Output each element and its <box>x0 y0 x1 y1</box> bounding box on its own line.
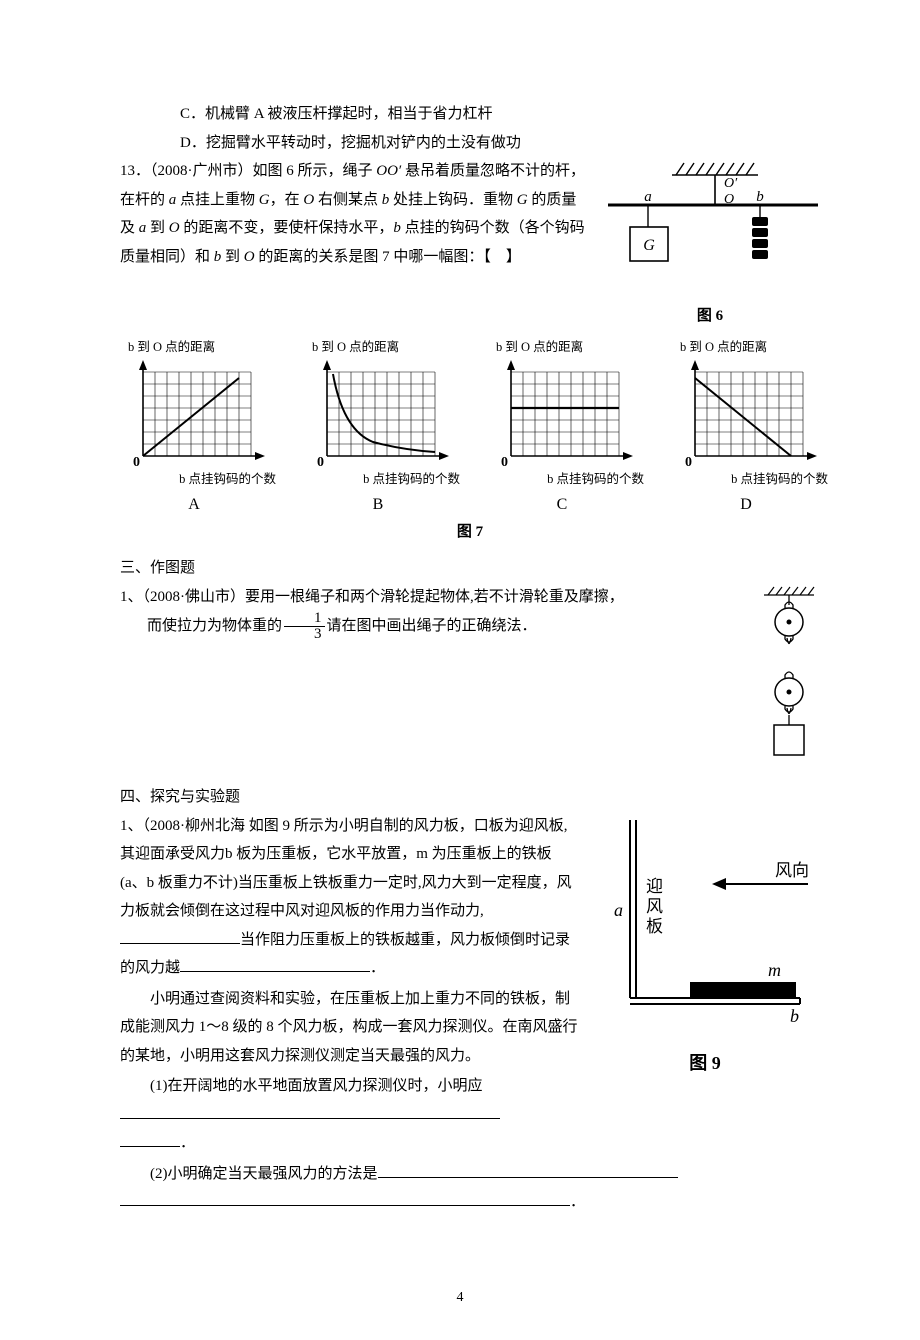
var-b: b <box>393 220 401 236</box>
fig9-m-label: m <box>768 960 781 980</box>
var-G: G <box>259 192 270 208</box>
figure-7-label: 图 7 <box>120 518 820 547</box>
q12-option-d: D．挖掘臂水平转动时，挖掘机对铲内的土没有做功 <box>150 129 820 158</box>
chart-C-ylabel: b 到 O 点的距离 <box>496 336 646 360</box>
sec4-q1-sub2: (2)小明确定当天最强风力的方法是 ． <box>120 1160 820 1217</box>
chart-A-xlabel: b 点挂钩码的个数 <box>110 468 276 492</box>
sec4-q1-para2: 小明通过查阅资料和实验，在压重板上加上重力不同的铁板，制成能测风力 1～8 级的… <box>120 985 578 1071</box>
fig6-O-label: O <box>724 192 734 207</box>
blank-3[interactable] <box>120 1118 500 1119</box>
t: 的距离不变，要使杆保持水平， <box>180 220 394 236</box>
sec3-q1c: 请在图中画出绳子的正确绕法． <box>327 618 537 634</box>
q13-src: （2008·广州市）如图 6 所示，绳子 <box>150 163 376 179</box>
chart-C: b 到 O 点的距离 0 b 点挂钩码的个数 C <box>478 336 646 520</box>
chart-C-xlabel: b 点挂钩码的个数 <box>478 468 644 492</box>
t: 点挂上重物 <box>176 192 259 208</box>
var-G: G <box>517 192 528 208</box>
chart-B-ylabel: b 到 O 点的距离 <box>312 336 462 360</box>
option-D-label: D <box>662 490 830 520</box>
q13-charts-row: b 到 O 点的距离 0 b 点挂钩码的个数 A b 到 O 点的距离 <box>110 336 830 520</box>
chart-D-xlabel: b 点挂钩码的个数 <box>662 468 828 492</box>
sec4-q1-text1: 1、（2008·柳州北海 如图 9 所示为小明自制的风力板，口板为迎风板,其迎面… <box>120 818 572 920</box>
sec3-q1b: 而使拉力为物体重的 <box>147 618 282 634</box>
sec3-q1-line1: 1、（2008·佛山市）要用一根绳子和两个滑轮提起物体,若不计滑轮重及摩擦， <box>120 583 746 612</box>
q13-num: 13． <box>120 163 150 179</box>
svg-text:0: 0 <box>501 455 508 470</box>
fig6-b-label: b <box>756 189 764 205</box>
sec4-sub1-text: (1)在开阔地的水平地面放置风力探测仪时，小明应 <box>150 1078 483 1094</box>
t: 到 <box>221 249 244 265</box>
sec3-q1-line2: 而使拉力为物体重的13请在图中画出绳子的正确绕法． <box>120 611 746 642</box>
figure-9-svg: a b m 迎 风 板 风向 <box>590 812 820 1032</box>
option-B-label: B <box>294 490 462 520</box>
chart-B: b 到 O 点的距离 0 b 点挂钩码的个数 B <box>294 336 462 520</box>
period: ． <box>370 960 385 976</box>
figure-9-label: 图 9 <box>590 1046 820 1080</box>
t: 处挂上钩码．重物 <box>389 192 517 208</box>
blank-2[interactable] <box>180 971 370 972</box>
t: 右侧某点 <box>314 192 382 208</box>
fig9-b-label: b <box>790 1006 799 1026</box>
var-O: O <box>303 192 314 208</box>
option-C-label: C <box>478 490 646 520</box>
sec4-q1-sub1: (1)在开阔地的水平地面放置风力探测仪时，小明应 ． <box>120 1072 578 1158</box>
blank-3b[interactable] <box>120 1146 180 1147</box>
period: ． <box>180 1135 195 1151</box>
frac-den: 3 <box>284 627 325 642</box>
pulley-diagram-svg <box>758 583 820 773</box>
chart-D-ylabel: b 到 O 点的距离 <box>680 336 830 360</box>
fig6-G-label: G <box>643 237 655 254</box>
sec4-q1-para1: 1、（2008·柳州北海 如图 9 所示为小明自制的风力板，口板为迎风板,其迎面… <box>120 812 578 983</box>
svg-text:迎: 迎 <box>646 877 663 896</box>
var-OOprime: OO′ <box>376 163 401 179</box>
sec3-q1-block: 1、（2008·佛山市）要用一根绳子和两个滑轮提起物体,若不计滑轮重及摩擦， 而… <box>120 583 820 784</box>
option-A-label: A <box>110 490 278 520</box>
blank-1[interactable] <box>120 943 240 944</box>
svg-text:0: 0 <box>685 455 692 470</box>
chart-B-xlabel: b 点挂钩码的个数 <box>294 468 460 492</box>
var-O: O <box>169 220 180 236</box>
chart-A-ylabel: b 到 O 点的距离 <box>128 336 278 360</box>
var-O: O <box>244 249 255 265</box>
fig9-a-label: a <box>614 900 623 920</box>
t: 的距离的关系是图 7 中哪一幅图：【 】 <box>255 249 521 265</box>
chart-A: b 到 O 点的距离 0 b 点挂钩码的个数 A <box>110 336 278 520</box>
svg-text:风: 风 <box>646 897 663 916</box>
chart-D: b 到 O 点的距离 0 b 点挂钩码的个数 D <box>662 336 830 520</box>
figure-6-svg: G a b O O′ <box>600 157 820 287</box>
svg-text:板: 板 <box>646 917 663 936</box>
t: ，在 <box>270 192 304 208</box>
figure-6-label: 图 6 <box>600 302 820 331</box>
page-number: 4 <box>0 1285 920 1312</box>
fraction-1-3: 13 <box>284 611 325 642</box>
section-4-title: 四、探究与实验题 <box>120 783 820 812</box>
sec4-q1-text2: 当作阻力压重板上的铁板越重，风力板倾倒时记录的风力越 <box>120 932 570 977</box>
fig6-a-label: a <box>644 189 652 205</box>
q12-option-c: C．机械臂 A 被液压杆撑起时，相当于省力杠杆 <box>150 100 820 129</box>
sec4-sub2-text: (2)小明确定当天最强风力的方法是 <box>150 1166 378 1182</box>
fig9-wind-label: 风向 <box>775 861 809 880</box>
frac-num: 1 <box>284 611 325 627</box>
period: ． <box>570 1194 585 1210</box>
blank-4[interactable] <box>378 1177 678 1178</box>
fig6-Oprime-label: O′ <box>724 176 738 191</box>
q13-block: 13．（2008·广州市）如图 6 所示，绳子 OO′ 悬吊着质量忽略不计的杆，… <box>120 157 820 330</box>
section-3-title: 三、作图题 <box>120 554 820 583</box>
blank-4b[interactable] <box>120 1205 570 1206</box>
sec4-q1-block: 1、（2008·柳州北海 如图 9 所示为小明自制的风力板，口板为迎风板,其迎面… <box>120 812 820 1158</box>
q13-text: 13．（2008·广州市）如图 6 所示，绳子 OO′ 悬吊着质量忽略不计的杆，… <box>120 157 588 271</box>
svg-text:0: 0 <box>317 455 324 470</box>
svg-text:0: 0 <box>133 455 140 470</box>
t: 到 <box>146 220 169 236</box>
